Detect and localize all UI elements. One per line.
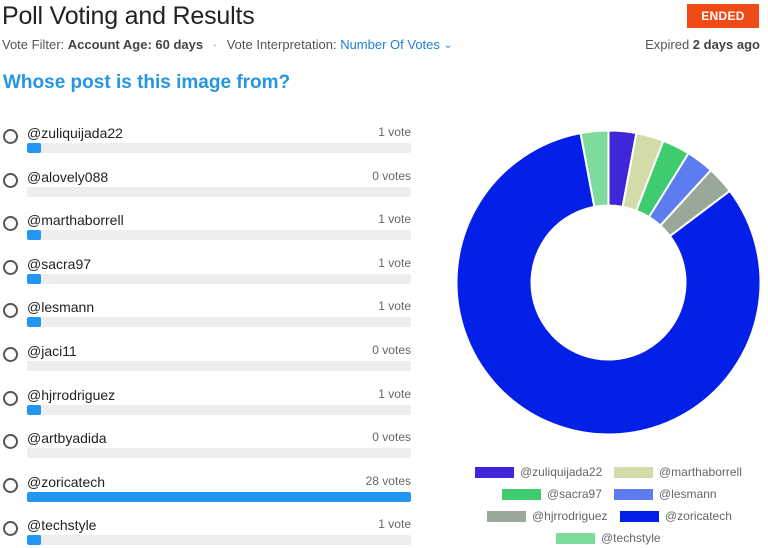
vote-bar-fill: [27, 273, 41, 284]
option-vote-count: 1 vote: [378, 517, 411, 532]
legend-item[interactable]: @zuliquijada22: [475, 462, 602, 482]
poll-option[interactable]: @techstyle 1 vote: [0, 512, 415, 548]
legend-label: @marthaborrell: [659, 465, 742, 479]
option-label: @sacra97: [27, 255, 92, 272]
legend-label: @zuliquijada22: [520, 465, 603, 479]
radio-button[interactable]: [3, 347, 18, 362]
vote-bar-fill: [27, 317, 41, 328]
poll-option[interactable]: @lesmann 1 vote: [0, 294, 415, 330]
option-label: @hjrrodriguez: [27, 386, 116, 403]
poll-option[interactable]: @artbyadida 0 votes: [0, 425, 415, 461]
option-label: @zoricatech: [27, 473, 106, 490]
legend-label: @techstyle: [601, 531, 661, 545]
option-vote-count: 0 votes: [372, 168, 411, 183]
legend-row: @hjrrodriguez @zoricatech: [460, 506, 760, 526]
filter-separator: ·: [212, 37, 218, 52]
expired-label: Expired: [645, 37, 690, 52]
radio-button[interactable]: [3, 129, 18, 144]
radio-button[interactable]: [3, 259, 18, 275]
vote-bar-track: [27, 448, 411, 459]
results-doughnut-chart: [456, 130, 761, 435]
poll-option[interactable]: @sacra97 1 vote: [0, 251, 415, 287]
vote-bar-track: [27, 273, 411, 284]
radio-button[interactable]: [3, 390, 18, 406]
vote-bar-track: [27, 186, 411, 197]
option-label: @zuliquijada22: [27, 125, 123, 141]
legend-swatch: [502, 488, 541, 500]
legend-label: @lesmann: [659, 487, 717, 501]
option-label: @marthaborrell: [27, 212, 124, 229]
option-vote-count: 1 vote: [378, 299, 411, 314]
chart-slice-zoricatech[interactable]: [456, 131, 761, 435]
legend-row: @sacra97 @lesmann: [460, 484, 760, 504]
legend-swatch: [614, 466, 653, 478]
legend-item[interactable]: @sacra97: [502, 484, 602, 504]
option-label: @artbyadida: [27, 430, 107, 447]
poll-option[interactable]: @hjrrodriguez 1 vote: [0, 382, 415, 418]
vote-bar-track: [27, 535, 411, 546]
option-vote-count: 0 votes: [372, 430, 411, 445]
option-vote-count: 1 vote: [378, 125, 411, 139]
legend-item[interactable]: @lesmann: [614, 484, 717, 504]
option-label: @techstyle: [27, 517, 97, 534]
vote-bar-fill: [27, 230, 41, 241]
radio-button[interactable]: [3, 303, 18, 319]
vote-bar-track: [27, 361, 411, 371]
legend-swatch: [487, 510, 526, 522]
option-vote-count: 1 vote: [378, 255, 411, 270]
vote-interpretation-dropdown[interactable]: Number Of Votes ⌄: [340, 37, 452, 52]
legend-item[interactable]: @marthaborrell: [614, 462, 742, 482]
vote-bar-fill: [27, 491, 411, 502]
vote-bar-fill: [27, 404, 41, 415]
radio-button[interactable]: [3, 434, 18, 450]
option-vote-count: 0 votes: [372, 343, 411, 357]
chart-slice-techstyle[interactable]: [579, 130, 610, 208]
radio-button[interactable]: [3, 521, 18, 537]
option-label: @jaci11: [27, 343, 77, 359]
poll-question: Whose post is this image from?: [3, 72, 291, 93]
legend-row: @techstyle: [460, 528, 760, 548]
status-badge: ENDED: [687, 4, 759, 28]
legend-item[interactable]: @zoricatech: [620, 506, 732, 526]
vote-interpretation-label: Vote Interpretation:: [226, 37, 337, 52]
filter-bar: Vote Filter: Account Age: 60 days · Vote…: [2, 37, 452, 52]
vote-filter-value: Account Age: 60 days: [67, 37, 204, 52]
vote-bar-track: [27, 317, 411, 328]
legend-item[interactable]: @techstyle: [556, 528, 661, 548]
poll-option[interactable]: @jaci11 0 votes: [0, 338, 415, 374]
legend-swatch: [475, 466, 514, 478]
vote-bar-fill: [27, 535, 41, 546]
chevron-down-icon[interactable]: ⌄: [443, 40, 453, 51]
radio-button[interactable]: [3, 172, 18, 188]
poll-option[interactable]: @marthaborrell 1 vote: [0, 207, 415, 243]
vote-bar-track: [27, 143, 411, 153]
legend-swatch: [620, 510, 659, 522]
legend-swatch: [556, 532, 595, 544]
poll-option[interactable]: @zuliquijada22 1 vote: [0, 120, 415, 156]
legend-label: @sacra97: [547, 487, 602, 501]
option-label: @alovely088: [27, 168, 109, 185]
legend-label: @hjrrodriguez: [532, 509, 608, 523]
legend-item[interactable]: @hjrrodriguez: [487, 506, 608, 526]
option-label: @lesmann: [27, 299, 95, 316]
expired-value: 2 days ago: [692, 37, 760, 52]
vote-bar-fill: [27, 143, 41, 153]
poll-option[interactable]: @zoricatech 28 votes: [0, 469, 415, 505]
legend-swatch: [614, 488, 653, 500]
poll-option[interactable]: @alovely088 0 votes: [0, 164, 415, 200]
page-title: Poll Voting and Results: [2, 2, 255, 30]
radio-button[interactable]: [3, 216, 18, 232]
expired-info: Expired 2 days ago: [645, 37, 760, 52]
vote-bar-track: [27, 230, 411, 241]
option-vote-count: 1 vote: [378, 212, 411, 227]
legend-row: @zuliquijada22 @marthaborrell: [460, 462, 760, 482]
vote-filter-label: Vote Filter:: [2, 37, 65, 52]
radio-button[interactable]: [3, 477, 18, 493]
vote-interpretation-value[interactable]: Number Of Votes: [340, 37, 440, 52]
vote-bar-track: [27, 404, 411, 415]
legend-label: @zoricatech: [665, 509, 732, 523]
option-vote-count: 28 votes: [365, 473, 411, 488]
option-vote-count: 1 vote: [378, 386, 411, 401]
vote-bar-track: [27, 491, 411, 502]
